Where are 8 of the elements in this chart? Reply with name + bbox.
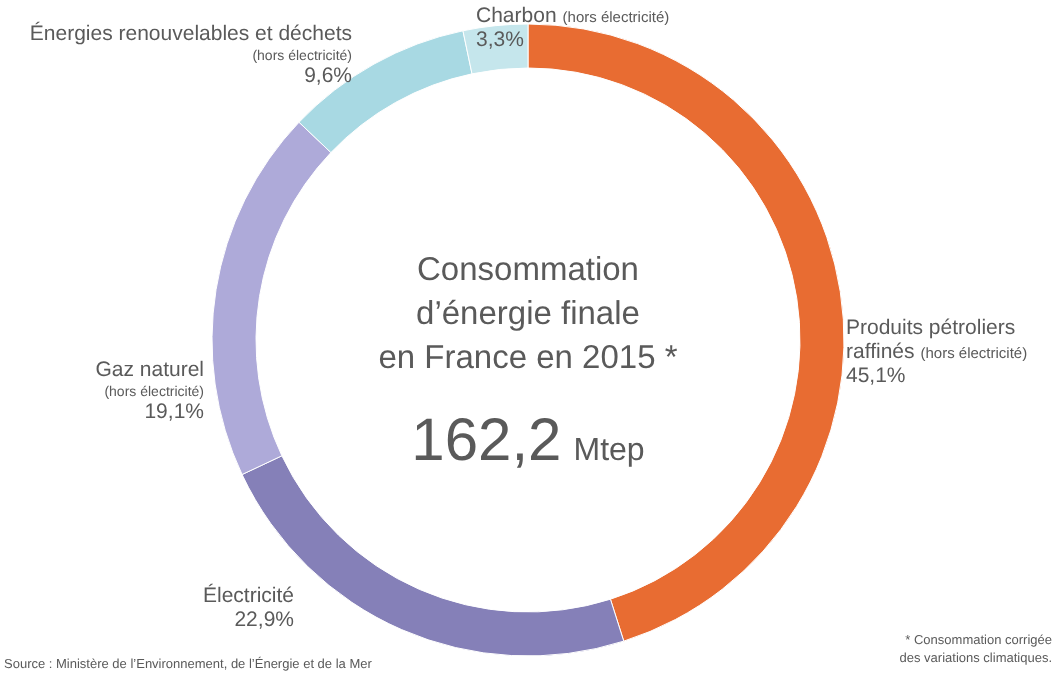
data-label: 22,9% [234,608,294,632]
text: Consommation d’énergie finale en France en 2015 * [378,252,679,376]
slice-label: Électricité [202,582,295,608]
text: 162,2 Mtep [411,408,645,474]
data-label: 45,1% [846,364,906,388]
data-label: 19,1% [144,400,204,424]
data-label: 3,3% [476,28,524,52]
data-label: 9,6% [304,64,352,88]
